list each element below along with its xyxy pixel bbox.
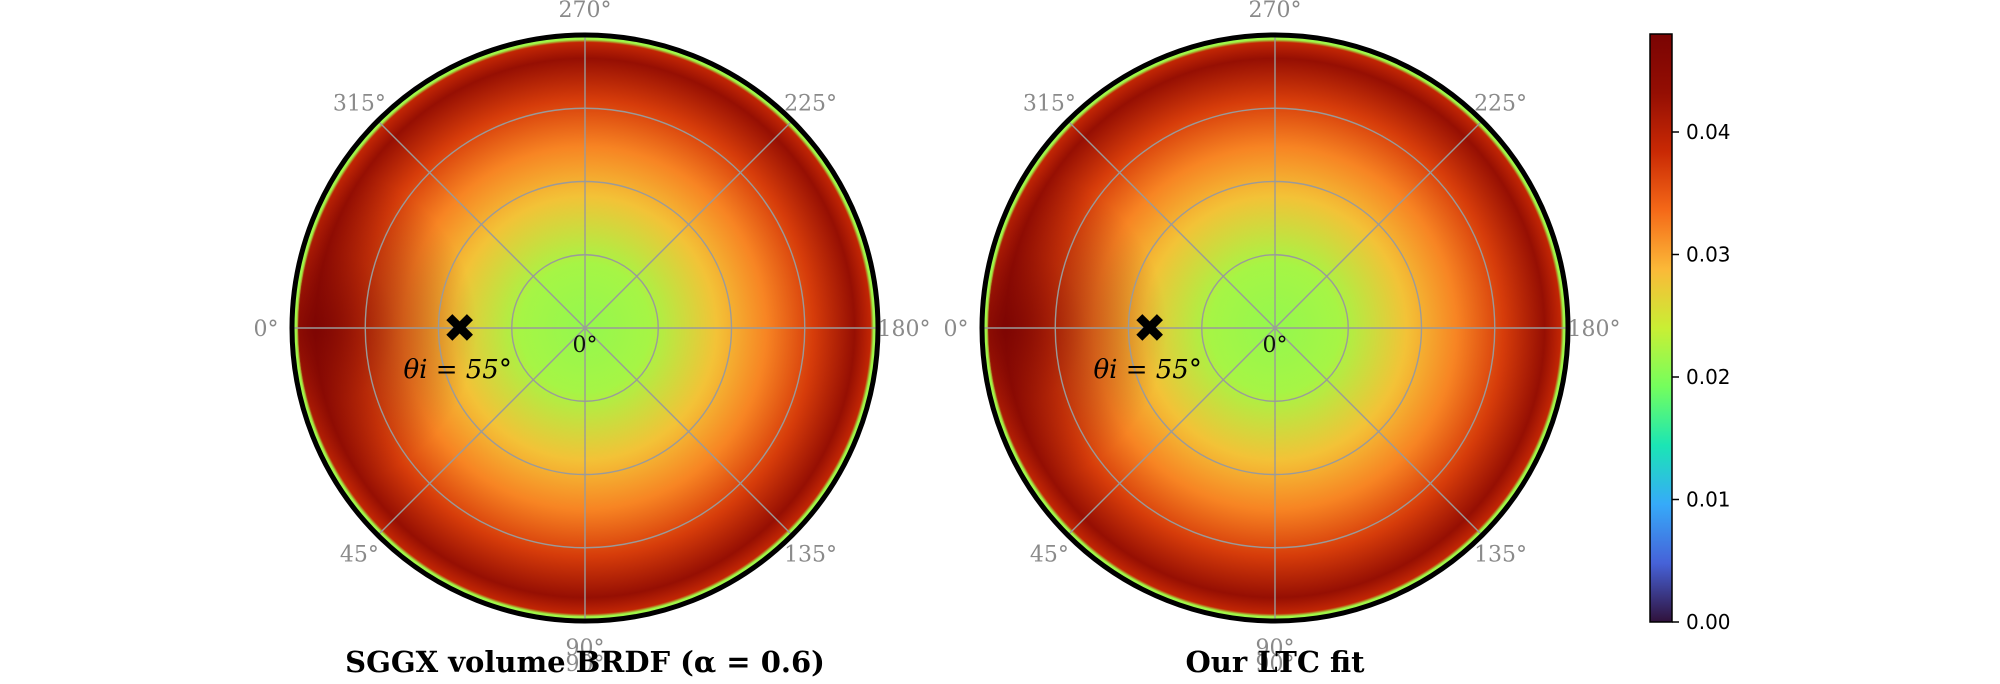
angular-tick-label: 135° (1474, 543, 1527, 568)
plot-title: Our LTC fit (1186, 645, 1366, 679)
polar-grid (981, 34, 1569, 622)
angular-tick-labels: 270° 225° 180° 135° 90° 45° 0° 315° (254, 0, 931, 661)
angular-tick-label: 315° (333, 91, 386, 116)
incident-direction-marker: ✖ (1133, 306, 1167, 352)
grid-spoke (584, 327, 793, 536)
colorbar-tick-label: 0.02 (1686, 365, 1731, 389)
colorbar: 0.00 0.01 0.02 0.03 0.04 (1649, 33, 1731, 634)
plot-rim (979, 32, 1571, 624)
grid-spoke (377, 120, 586, 329)
colorbar-ticks: 0.00 0.01 0.02 0.03 0.04 (1672, 120, 1731, 634)
polar-grid (291, 34, 879, 622)
angular-tick-label: 270° (1249, 0, 1302, 23)
grid-spoke (1274, 327, 1483, 536)
grid-spoke (1274, 120, 1483, 329)
angular-tick-labels: 270° 225° 180° 135° 90° 45° 0° 315° (944, 0, 1621, 661)
angular-tick-label: 45° (1030, 543, 1069, 568)
incident-angle-label: θi = 55° (1093, 355, 1201, 385)
angular-tick-label: 270° (559, 0, 612, 23)
angular-tick-label: 315° (1023, 91, 1076, 116)
grid-spoke (377, 327, 586, 536)
angular-tick-label: 90° (566, 636, 605, 661)
plot-title: SGGX volume BRDF (α = 0.6) (345, 645, 825, 679)
grid-spoke (1067, 120, 1276, 329)
angular-tick-label: 0° (944, 317, 969, 342)
polar-plot-ltc-fit: 270° 225° 180° 135° 90° 45° 0° 315° 0° 90° ✖ θi… (944, 0, 1621, 679)
angular-tick-label: 225° (1474, 91, 1527, 116)
plot-rim (289, 32, 881, 624)
angular-tick-label: 225° (784, 91, 837, 116)
colorbar-tick-label: 0.03 (1686, 243, 1731, 267)
bottom-axis-label: 90° (1256, 652, 1295, 677)
colorbar-tick-label: 0.01 (1686, 488, 1731, 512)
angular-tick-label: 45° (340, 543, 379, 568)
colorbar-tick-label: 0.04 (1686, 120, 1731, 144)
angular-tick-label: 0° (254, 317, 279, 342)
grid-spoke (584, 120, 793, 329)
polar-plot-sggx: 270° 225° 180° 135° 90° 45° 0° 315° 0° 90° ✖ θi… (254, 0, 931, 679)
colorbar-tick-label: 0.00 (1686, 610, 1731, 634)
center-label: 0° (573, 333, 598, 358)
angular-tick-label: 90° (1256, 636, 1295, 661)
angular-tick-label: 180° (1568, 317, 1621, 342)
bottom-axis-label: 90° (566, 652, 605, 677)
center-label: 0° (1263, 333, 1288, 358)
angular-tick-label: 180° (878, 317, 931, 342)
incident-angle-label: θi = 55° (403, 355, 511, 385)
colorbar-gradient (1649, 33, 1673, 623)
angular-tick-label: 135° (784, 543, 837, 568)
grid-spoke (1067, 327, 1276, 536)
incident-direction-marker: ✖ (443, 306, 477, 352)
